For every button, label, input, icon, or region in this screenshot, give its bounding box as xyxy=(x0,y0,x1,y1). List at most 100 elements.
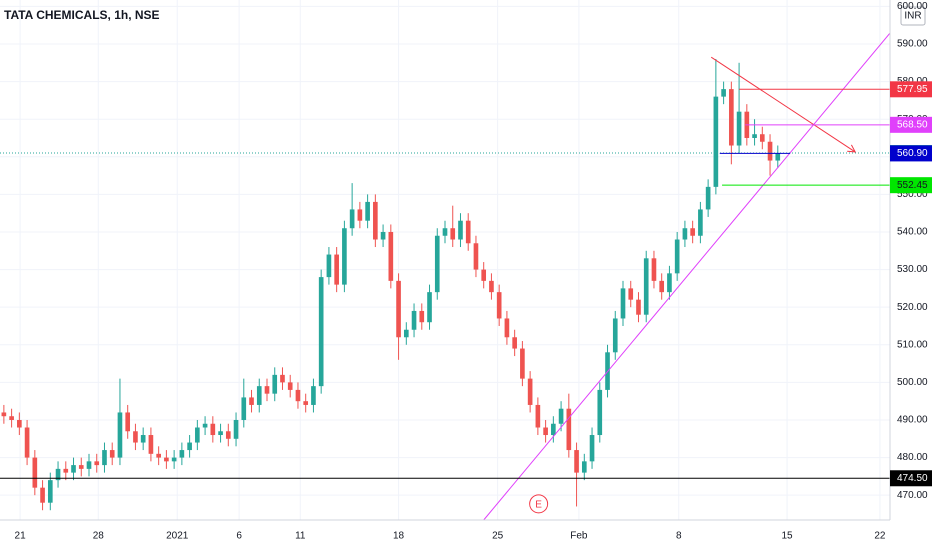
candle-body xyxy=(303,401,309,405)
candle-body xyxy=(667,273,672,293)
candle-body xyxy=(427,292,432,323)
candle-body xyxy=(264,386,270,394)
candle-body xyxy=(705,186,711,210)
candle-body xyxy=(17,419,22,428)
y-tick-label: 470.00 xyxy=(897,490,928,501)
candle-body xyxy=(32,457,38,488)
candle-body xyxy=(752,134,757,138)
x-tick-label: 11 xyxy=(295,531,306,542)
price-label-box xyxy=(890,116,932,133)
price-label-box xyxy=(890,145,932,162)
y-tick-label: 600.00 xyxy=(897,1,928,12)
y-tick-label: 550.00 xyxy=(897,189,928,200)
candle-body xyxy=(109,450,115,458)
candle-body xyxy=(589,435,595,462)
x-tick-label: 15 xyxy=(782,531,794,542)
candle-body xyxy=(63,468,69,473)
candle-body xyxy=(442,228,448,236)
x-tick-label: 8 xyxy=(676,531,682,542)
price-label: 474.50 xyxy=(897,473,928,484)
candle-body xyxy=(71,465,76,473)
x-tick-label: 18 xyxy=(393,531,405,542)
candle-body xyxy=(489,280,494,293)
candle-body xyxy=(164,457,169,462)
candle-body xyxy=(55,468,61,481)
chart-title: TATA CHEMICALS, 1h, NSE xyxy=(4,8,160,22)
candle-body xyxy=(102,450,107,466)
price-label-box xyxy=(890,81,932,98)
price-label: 577.95 xyxy=(897,84,928,95)
price-label-box xyxy=(890,177,932,194)
x-tick-label: Feb xyxy=(570,531,588,542)
candle-body xyxy=(713,96,719,187)
candle-body xyxy=(543,427,548,436)
candle-body xyxy=(620,288,626,319)
candle-body xyxy=(218,431,223,436)
candle-body xyxy=(295,389,301,402)
y-tick-label: 520.00 xyxy=(897,302,928,313)
price-label-box xyxy=(890,470,932,487)
candle-body xyxy=(380,231,386,240)
candle-body xyxy=(225,431,231,439)
y-tick-label: 530.00 xyxy=(897,264,928,275)
candle-body xyxy=(388,231,394,281)
candle-body xyxy=(566,408,572,451)
candle-body xyxy=(94,461,100,466)
candle-body xyxy=(249,397,254,405)
candle-body xyxy=(179,450,185,458)
candle-body xyxy=(465,220,471,244)
candle-body xyxy=(365,201,370,221)
y-tick-label: 540.00 xyxy=(897,227,928,238)
candle-body xyxy=(682,228,688,240)
candle-body xyxy=(767,141,773,161)
candle-body xyxy=(24,427,30,458)
x-tick-label: 2021 xyxy=(166,531,189,542)
candle-body xyxy=(280,374,285,383)
candle-body xyxy=(698,209,703,236)
candle-body xyxy=(272,374,278,394)
candle-body xyxy=(535,404,541,428)
candle-body xyxy=(357,209,363,221)
event-label: E xyxy=(535,499,542,510)
candle-body xyxy=(133,431,138,443)
candle-body xyxy=(659,280,665,293)
candle-body xyxy=(373,201,378,240)
currency: INR xyxy=(904,11,921,22)
candle-body xyxy=(342,228,347,285)
price-label: 568.50 xyxy=(897,119,928,130)
candle-body xyxy=(636,299,641,315)
candle-body xyxy=(729,89,734,146)
candle-body xyxy=(125,412,131,432)
y-tick-label: 500.00 xyxy=(897,377,928,388)
candle-body xyxy=(473,243,479,270)
candle-body xyxy=(504,318,510,338)
candle-body xyxy=(311,386,316,405)
event-marker xyxy=(529,494,549,514)
candle-body xyxy=(47,480,53,503)
candle-body xyxy=(148,435,154,454)
candle-body xyxy=(187,442,192,451)
candle-body xyxy=(233,419,239,439)
candle-body xyxy=(1,412,7,417)
candle-body xyxy=(256,386,262,405)
candle-body xyxy=(643,258,649,315)
candle-body xyxy=(512,337,517,349)
candle-body xyxy=(651,258,657,281)
candle-body xyxy=(411,310,417,330)
candle-body xyxy=(140,435,146,443)
candle-body xyxy=(759,134,765,142)
x-tick-label: 6 xyxy=(236,531,242,542)
candle-body xyxy=(202,423,208,428)
candle-body xyxy=(721,89,726,97)
candle-body xyxy=(326,254,332,278)
candle-body xyxy=(458,220,463,240)
candle-body xyxy=(419,310,425,323)
candle-body xyxy=(558,408,564,424)
candle-body xyxy=(241,397,247,420)
candle-body xyxy=(597,389,603,436)
candle-body xyxy=(736,111,742,146)
candle-body xyxy=(496,292,502,319)
candle-body xyxy=(349,209,355,229)
